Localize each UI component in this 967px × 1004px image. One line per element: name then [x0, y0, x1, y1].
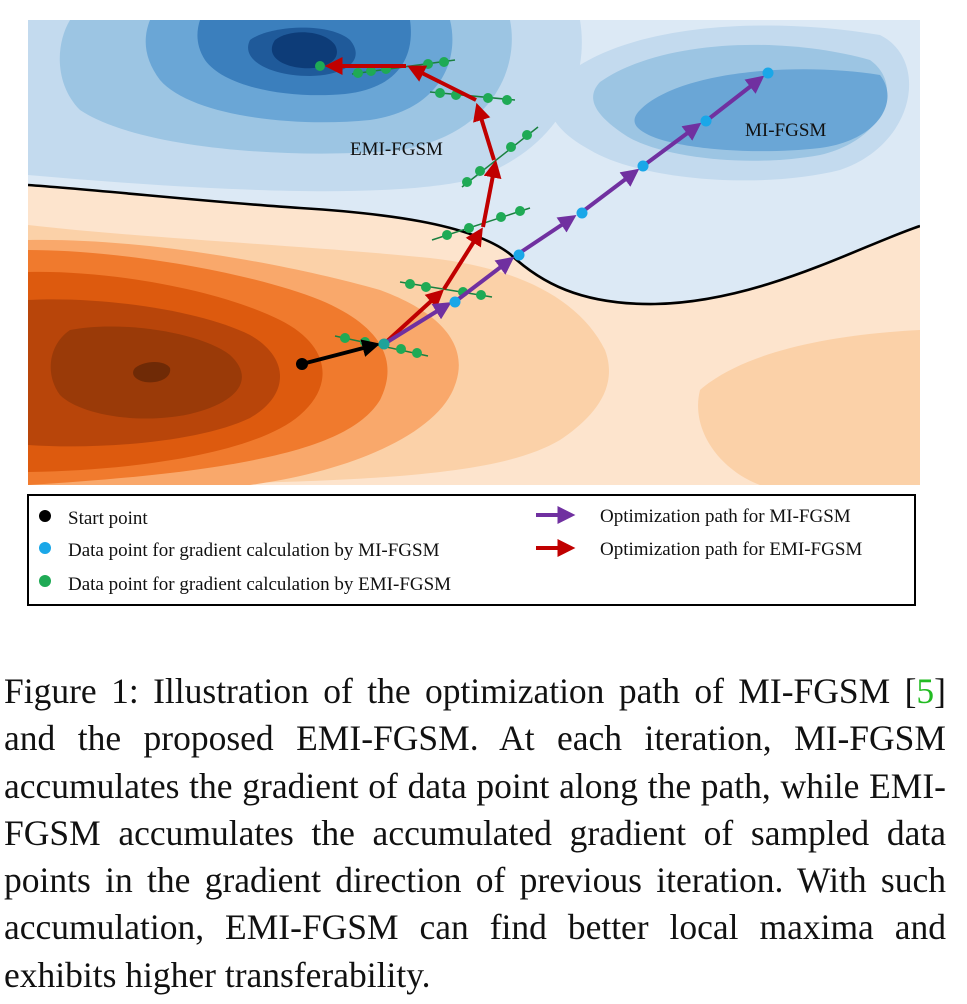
legend-start-point: Start point: [68, 508, 148, 529]
mi-fgsm-path: [382, 75, 765, 346]
citation-link[interactable]: 5: [916, 671, 935, 711]
emi-point-marker: [39, 575, 51, 587]
contour-plot: [28, 20, 920, 485]
legend: Start point Data point for gradient calc…: [27, 494, 916, 606]
mi-point-marker: [39, 542, 51, 554]
legend-emi-path: Optimization path for EMI-FGSM: [600, 539, 862, 560]
emi-fgsm-path: [324, 57, 502, 346]
caption-prefix: Figure 1: Illustration of the optimizati…: [4, 671, 917, 711]
mi-fgsm-label: MI-FGSM: [745, 120, 826, 141]
optimization-path-figure: EMI-FGSM MI-FGSM Start point Data point …: [27, 20, 920, 606]
mi-data-points: [378, 67, 774, 350]
start-arrow: [296, 339, 381, 370]
figure-caption: Figure 1: Illustration of the optimizati…: [4, 668, 946, 999]
legend-emi-data-point: Data point for gradient calculation by E…: [68, 574, 451, 595]
caption-suffix: ] and the proposed EMI-FGSM. At each ite…: [4, 671, 946, 995]
decision-boundary: [28, 183, 920, 306]
start-point-marker: [39, 510, 51, 522]
legend-mi-data-point: Data point for gradient calculation by M…: [68, 540, 440, 561]
emi-fgsm-label: EMI-FGSM: [350, 139, 443, 160]
legend-mi-path: Optimization path for MI-FGSM: [600, 506, 851, 527]
